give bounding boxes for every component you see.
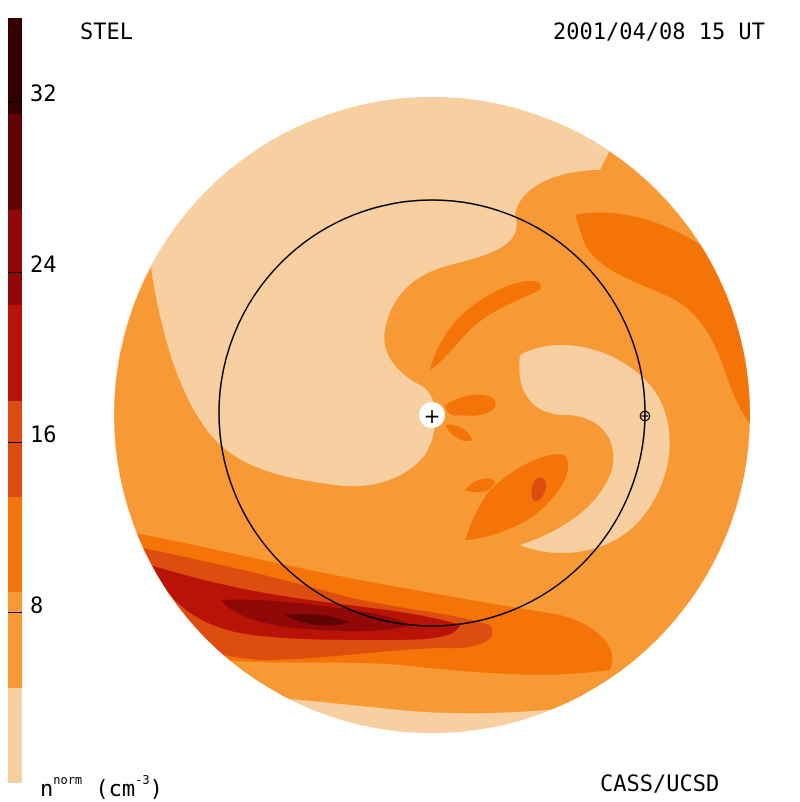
colorbar-segment xyxy=(8,18,22,114)
density-level-3 xyxy=(465,454,569,540)
colorbar-tick-label-16: 16 xyxy=(30,423,57,448)
density-level-1 xyxy=(114,97,640,487)
colorbar-segment xyxy=(8,304,22,401)
earth-orbit xyxy=(218,199,646,627)
density-level-1 xyxy=(519,345,670,553)
unit-superscript: -3 xyxy=(135,773,150,787)
colorbar-segment xyxy=(8,591,22,688)
sun-marker-icon: + xyxy=(424,404,441,428)
variable-superscript: norm xyxy=(53,773,83,787)
density-level-7 xyxy=(285,613,350,626)
earth-marker-icon: ⊕ xyxy=(638,406,651,425)
sun-disk xyxy=(419,402,445,428)
colorbar-tick xyxy=(8,442,22,443)
density-level-3 xyxy=(445,394,496,416)
unit-close: ) xyxy=(149,777,163,802)
colorbar-tick-label-32: 32 xyxy=(30,82,57,107)
colorbar-tick xyxy=(8,612,22,613)
colorbar-tick xyxy=(8,101,22,102)
variable-base: n xyxy=(40,777,54,802)
credit-label: CASS/UCSD xyxy=(600,772,720,797)
unit-open: (cm xyxy=(82,777,136,802)
density-level-3 xyxy=(465,478,495,493)
colorbar-segment xyxy=(8,687,22,784)
density-colorbar xyxy=(8,18,22,784)
colorbar-tick-label-8: 8 xyxy=(30,594,44,619)
colorbar-segment xyxy=(8,400,22,497)
datetime-label: 2001/04/08 15 UT xyxy=(553,20,765,45)
density-level-4 xyxy=(531,477,547,502)
colorbar-segment xyxy=(8,209,22,306)
colorbar-tick-label-24: 24 xyxy=(30,253,57,278)
observatory-label: STEL xyxy=(80,20,133,45)
density-level-3 xyxy=(445,424,472,442)
colorbar-tick xyxy=(8,272,22,273)
colorbar-segment xyxy=(8,113,22,210)
colorbar-segment xyxy=(8,496,22,593)
density-level-3 xyxy=(430,280,541,370)
density-level-3 xyxy=(575,212,750,430)
variable-label: nnorm (cm-3) xyxy=(40,774,163,801)
